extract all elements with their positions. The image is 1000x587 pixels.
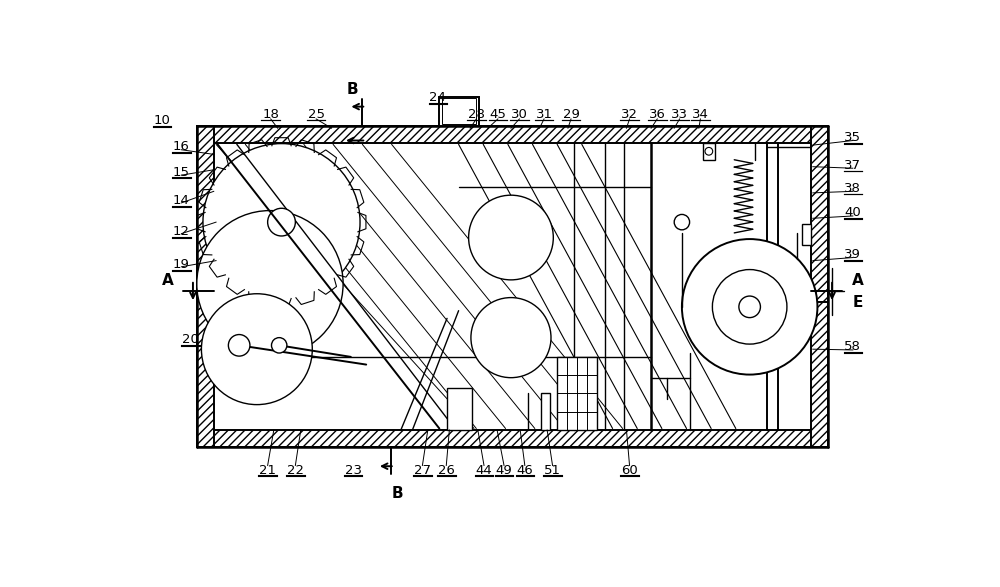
Text: 39: 39 (844, 248, 861, 261)
Text: 21: 21 (259, 464, 276, 477)
Circle shape (197, 211, 343, 357)
Circle shape (739, 296, 760, 318)
Circle shape (712, 269, 787, 344)
Text: 20: 20 (182, 333, 199, 346)
Text: 27: 27 (414, 464, 431, 477)
Text: B: B (391, 485, 403, 501)
Text: 38: 38 (844, 182, 861, 195)
Text: E: E (852, 295, 863, 311)
Text: 23: 23 (345, 464, 362, 477)
Text: A: A (852, 273, 863, 288)
Text: 24: 24 (429, 91, 446, 104)
Text: 30: 30 (511, 108, 528, 121)
Text: 10: 10 (154, 114, 171, 127)
Text: 31: 31 (536, 108, 553, 121)
Text: 19: 19 (173, 258, 190, 271)
Circle shape (705, 147, 713, 155)
Text: 32: 32 (621, 108, 638, 121)
Circle shape (271, 338, 287, 353)
Text: 40: 40 (844, 207, 861, 220)
Bar (442, 98, 476, 124)
Text: 25: 25 (308, 108, 325, 121)
Text: A: A (162, 273, 173, 288)
Text: 26: 26 (438, 464, 455, 477)
Text: 45: 45 (489, 108, 506, 121)
Text: 51: 51 (544, 464, 561, 477)
Bar (811, 126, 828, 302)
Text: 18: 18 (262, 108, 279, 121)
Text: 16: 16 (173, 140, 190, 153)
Circle shape (469, 195, 553, 280)
Circle shape (674, 214, 690, 230)
Text: 12: 12 (173, 225, 190, 238)
Bar (811, 302, 828, 447)
Text: B: B (347, 82, 358, 97)
Bar (439, 97, 479, 126)
Text: 34: 34 (692, 108, 709, 121)
Bar (197, 430, 828, 447)
Circle shape (682, 239, 817, 375)
Text: 29: 29 (563, 108, 579, 121)
Text: 22: 22 (287, 464, 304, 477)
Text: 58: 58 (844, 340, 861, 353)
Circle shape (201, 294, 312, 404)
Bar (802, 224, 811, 245)
Circle shape (268, 208, 295, 236)
Text: 33: 33 (671, 108, 688, 121)
Text: 36: 36 (649, 108, 666, 121)
Text: 49: 49 (496, 464, 512, 477)
Bar (541, 393, 550, 430)
Text: 35: 35 (844, 131, 861, 144)
Text: 44: 44 (476, 464, 492, 477)
Bar (197, 126, 828, 143)
Text: 60: 60 (621, 464, 638, 477)
Bar (447, 387, 472, 430)
Bar (703, 143, 715, 160)
Text: 46: 46 (516, 464, 533, 477)
Text: 37: 37 (844, 158, 861, 171)
Circle shape (228, 335, 250, 356)
Circle shape (471, 298, 551, 377)
Text: 14: 14 (173, 194, 190, 207)
Bar (197, 126, 214, 447)
Text: 28: 28 (468, 108, 485, 121)
Circle shape (203, 144, 360, 301)
Text: 15: 15 (173, 166, 190, 178)
Bar (557, 357, 597, 430)
